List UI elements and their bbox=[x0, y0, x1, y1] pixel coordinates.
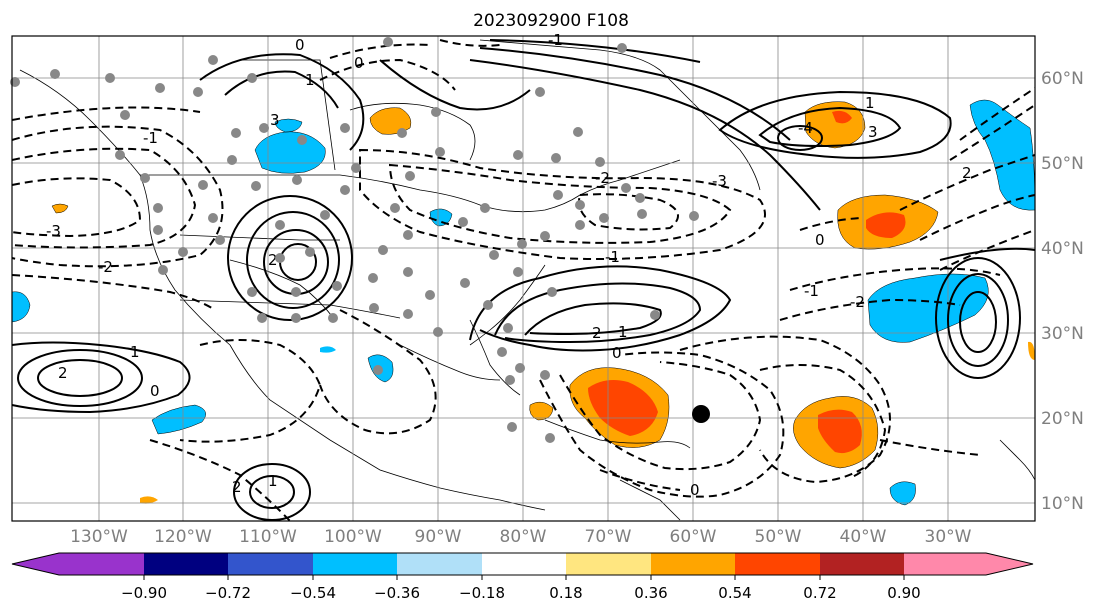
lon-tick-label: 60°W bbox=[670, 527, 717, 547]
lon-tick-label: 50°W bbox=[755, 527, 802, 547]
lon-tick-label: 110°W bbox=[239, 527, 297, 547]
contour-label: 3 bbox=[270, 111, 280, 129]
lon-tick-label: 130°W bbox=[70, 527, 128, 547]
shaded-anomalies bbox=[11, 99, 1036, 506]
contour-label: 0 bbox=[690, 481, 700, 499]
lon-tick-label: 40°W bbox=[840, 527, 887, 547]
colorbar-tick-label: −0.54 bbox=[290, 584, 336, 602]
latitude-labels: 60°N 50°N 40°N 30°N 20°N 10°N bbox=[1041, 69, 1084, 514]
contour-label: 0 bbox=[612, 344, 622, 362]
colorbar-segment bbox=[904, 553, 986, 575]
strong-positive-north-atlantic bbox=[866, 212, 906, 238]
colorbar-segment bbox=[313, 553, 397, 575]
contour-label: -2 bbox=[595, 169, 610, 187]
lon-tick-label: 70°W bbox=[585, 527, 632, 547]
colorbar-outline bbox=[11, 552, 1034, 576]
contour-label: 1 bbox=[865, 94, 875, 112]
colorbar-segment bbox=[144, 553, 228, 575]
positive-anomaly-pacific-south bbox=[140, 496, 158, 504]
strong-positive-midatlantic bbox=[818, 409, 862, 454]
colorbar-segment bbox=[482, 553, 566, 575]
contour-label: 1 bbox=[618, 323, 628, 341]
lon-tick-label: 90°W bbox=[415, 527, 462, 547]
contour-label: 1 bbox=[268, 472, 278, 490]
colorbar-segment bbox=[228, 553, 313, 575]
lat-tick-label: 50°N bbox=[1041, 154, 1084, 174]
contour-label: -1 bbox=[548, 31, 563, 49]
negative-anomaly-pacific-south bbox=[151, 404, 206, 435]
contour-label: 0 bbox=[295, 36, 305, 54]
negative-anomaly-pacific-edge bbox=[11, 291, 31, 323]
contour-label: -1 bbox=[804, 282, 819, 300]
lon-tick-label: 80°W bbox=[500, 527, 547, 547]
contour-label: -2 bbox=[850, 293, 865, 311]
lat-tick-label: 60°N bbox=[1041, 69, 1084, 89]
colorbar-segment bbox=[651, 553, 735, 575]
colorbar-tick-labels: −0.90 −0.72 −0.54 −0.36 −0.18 0.18 0.36 … bbox=[121, 584, 921, 602]
colorbar-tick-label: −0.90 bbox=[121, 584, 167, 602]
colorbar-tick-label: 0.18 bbox=[549, 584, 582, 602]
negative-anomaly-atlantic-west bbox=[867, 273, 989, 343]
contour-label: 1 bbox=[305, 71, 315, 89]
colorbar-segment bbox=[397, 553, 482, 575]
positive-anomaly-labrador bbox=[804, 101, 866, 149]
colorbar-extend-high bbox=[986, 553, 1033, 575]
negative-contours bbox=[11, 39, 1036, 522]
contour-label: -3 bbox=[712, 172, 727, 190]
lon-tick-label: 120°W bbox=[154, 527, 212, 547]
colorbar-tick-label: 0.72 bbox=[803, 584, 836, 602]
figure-title: 2023092900 F108 bbox=[473, 11, 629, 31]
contour-label: -1 bbox=[143, 129, 158, 147]
contour-label: 2 bbox=[58, 364, 68, 382]
lon-tick-label: 30°W bbox=[925, 527, 972, 547]
colorbar-segment bbox=[566, 553, 651, 575]
colorbar-segment bbox=[735, 553, 820, 575]
contour-label: -1 bbox=[605, 248, 620, 266]
contour-label: 2 bbox=[268, 251, 278, 269]
colorbar-tick-label: −0.36 bbox=[374, 584, 420, 602]
positive-anomaly-hudson bbox=[369, 107, 412, 135]
station-dots bbox=[10, 37, 699, 443]
contour-label: 3 bbox=[868, 123, 878, 141]
colorbar-segment bbox=[59, 553, 144, 575]
lat-tick-label: 20°N bbox=[1041, 409, 1084, 429]
negative-anomaly-south-atlantic bbox=[889, 481, 916, 506]
storm-position-marker bbox=[692, 405, 710, 423]
contour-label: -2 bbox=[98, 258, 113, 276]
lon-tick-label: 100°W bbox=[324, 527, 382, 547]
strong-positive-labrador bbox=[832, 110, 852, 124]
positive-anomaly-gulf-small bbox=[529, 401, 554, 421]
colorbar-tick-label: −0.18 bbox=[459, 584, 505, 602]
colorbar-segment bbox=[820, 553, 904, 575]
contour-labels: 0 1 2 3 -1 -2 -3 2 1 0 2 1 -2 -1 0 2 1 -… bbox=[46, 31, 972, 499]
colorbar: −0.90 −0.72 −0.54 −0.36 −0.18 0.18 0.36 … bbox=[11, 552, 1034, 602]
contour-label: -4 bbox=[798, 119, 813, 137]
colorbar-tick-label: −0.72 bbox=[205, 584, 251, 602]
contour-label: -3 bbox=[46, 222, 61, 240]
longitude-labels: 130°W 120°W 110°W 100°W 90°W 80°W 70°W 6… bbox=[70, 527, 972, 547]
strong-positive-caribbean bbox=[588, 380, 658, 436]
contour-label: 2 bbox=[592, 324, 602, 342]
colorbar-extend-low bbox=[12, 553, 59, 575]
map-panel: 0 1 2 3 -1 -2 -3 2 1 0 2 1 -2 -1 0 2 1 -… bbox=[10, 31, 1036, 522]
lat-tick-label: 30°N bbox=[1041, 324, 1084, 344]
contour-label: 0 bbox=[354, 54, 364, 72]
contour-label: 1 bbox=[130, 343, 140, 361]
negative-anomaly-canada-north bbox=[274, 118, 303, 133]
colorbar-tick-label: 0.36 bbox=[634, 584, 667, 602]
contour-label: 2 bbox=[962, 164, 972, 182]
contour-label: 0 bbox=[815, 231, 825, 249]
positive-anomaly-pacific-small bbox=[51, 203, 69, 214]
colorbar-tick-label: 0.54 bbox=[718, 584, 751, 602]
lat-tick-label: 10°N bbox=[1041, 494, 1084, 514]
contour-label: 0 bbox=[150, 382, 160, 400]
colorbar-tick-label: 0.90 bbox=[887, 584, 920, 602]
positive-anomaly-east-edge bbox=[1028, 341, 1035, 360]
lat-tick-label: 40°N bbox=[1041, 239, 1084, 259]
negative-anomaly-pacific-small bbox=[320, 346, 336, 353]
contour-label: 2 bbox=[232, 478, 242, 496]
colorbar-ticks bbox=[143, 575, 905, 580]
